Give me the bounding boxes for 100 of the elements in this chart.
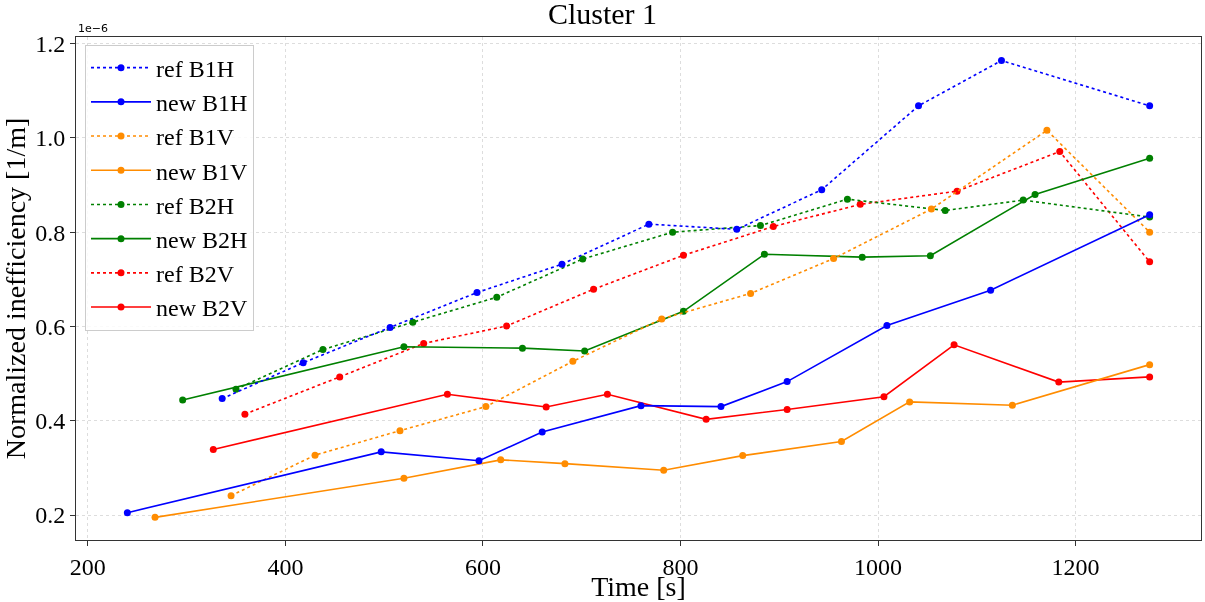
x-tick-label: 400 xyxy=(267,553,304,580)
legend-label: new B1V xyxy=(156,158,248,185)
point xyxy=(760,250,768,258)
legend-label: new B1H xyxy=(156,90,248,117)
point xyxy=(538,428,546,436)
y-tick-label: 1.0 xyxy=(35,125,66,152)
point xyxy=(1146,373,1154,381)
point xyxy=(311,451,319,459)
point xyxy=(420,339,428,347)
point xyxy=(241,410,249,418)
x-tick-label: 600 xyxy=(464,553,501,580)
y-tick-label: 0.6 xyxy=(35,313,66,340)
point xyxy=(1146,102,1154,110)
y-tick-label: 0.2 xyxy=(35,502,66,529)
point xyxy=(818,186,826,194)
point xyxy=(880,393,888,401)
point xyxy=(590,285,598,293)
point xyxy=(232,385,240,393)
point xyxy=(769,223,777,231)
point xyxy=(1146,258,1154,266)
point xyxy=(558,260,566,268)
point xyxy=(179,396,187,404)
point xyxy=(400,474,408,482)
point xyxy=(783,405,791,413)
point xyxy=(997,57,1005,65)
point xyxy=(906,398,914,406)
point xyxy=(377,448,385,456)
point xyxy=(209,445,217,453)
chart-title: Cluster 1 xyxy=(547,0,658,31)
point xyxy=(747,289,755,297)
point xyxy=(1019,196,1027,204)
point xyxy=(756,222,764,230)
point xyxy=(227,492,235,500)
point xyxy=(123,509,131,517)
point xyxy=(542,403,550,411)
y-tick-label: 0.4 xyxy=(35,408,66,435)
y-tick-label: 1.2 xyxy=(35,31,66,57)
x-tick-label: 200 xyxy=(69,553,106,580)
point xyxy=(702,415,710,423)
point xyxy=(783,378,791,386)
point xyxy=(717,403,725,411)
point xyxy=(941,206,949,214)
point xyxy=(1043,126,1051,134)
point xyxy=(1031,190,1039,198)
legend-label: ref B2V xyxy=(156,261,235,288)
point xyxy=(319,346,327,354)
point xyxy=(493,293,501,301)
point xyxy=(1056,148,1064,156)
point xyxy=(1146,154,1154,162)
point xyxy=(837,437,845,445)
point xyxy=(503,322,511,330)
y-tick-label: 0.8 xyxy=(35,219,66,246)
point xyxy=(473,289,481,297)
legend-label: new B2H xyxy=(156,227,248,254)
point xyxy=(987,286,995,294)
point xyxy=(581,347,589,355)
legend-label: ref B1H xyxy=(156,56,234,82)
point xyxy=(739,452,747,460)
point xyxy=(1008,401,1016,409)
point xyxy=(733,225,741,233)
legend-label: new B2V xyxy=(156,295,248,322)
point xyxy=(579,255,587,263)
point xyxy=(843,195,851,203)
point xyxy=(482,403,490,411)
point xyxy=(400,343,408,351)
x-tick-label: 1000 xyxy=(854,553,903,580)
legend-label: ref B2H xyxy=(156,192,234,219)
point xyxy=(518,344,526,352)
point xyxy=(669,228,677,236)
point xyxy=(443,390,451,398)
text: 1e−6 xyxy=(78,22,108,35)
point xyxy=(569,357,577,365)
point xyxy=(645,220,653,228)
point xyxy=(561,460,569,468)
point xyxy=(1146,361,1154,369)
point xyxy=(386,323,394,331)
point xyxy=(660,466,668,474)
point xyxy=(950,341,958,349)
point xyxy=(679,251,687,259)
x-tick-label: 1200 xyxy=(1051,553,1100,580)
point xyxy=(475,457,483,465)
point xyxy=(858,253,866,261)
point xyxy=(409,318,417,326)
point xyxy=(497,456,505,464)
point xyxy=(915,102,923,110)
point xyxy=(926,252,934,260)
point xyxy=(603,390,611,398)
point xyxy=(883,322,891,330)
point xyxy=(856,200,864,208)
point xyxy=(299,359,307,367)
point xyxy=(830,255,838,263)
point xyxy=(927,205,935,213)
point xyxy=(218,395,226,403)
point xyxy=(396,427,404,435)
legend-label: ref B1V xyxy=(156,124,235,151)
y-axis-title: Normalized inefficiency [1/m] xyxy=(0,117,31,460)
point xyxy=(637,402,645,410)
point xyxy=(658,315,666,323)
point xyxy=(1055,378,1063,386)
point xyxy=(1146,228,1154,236)
